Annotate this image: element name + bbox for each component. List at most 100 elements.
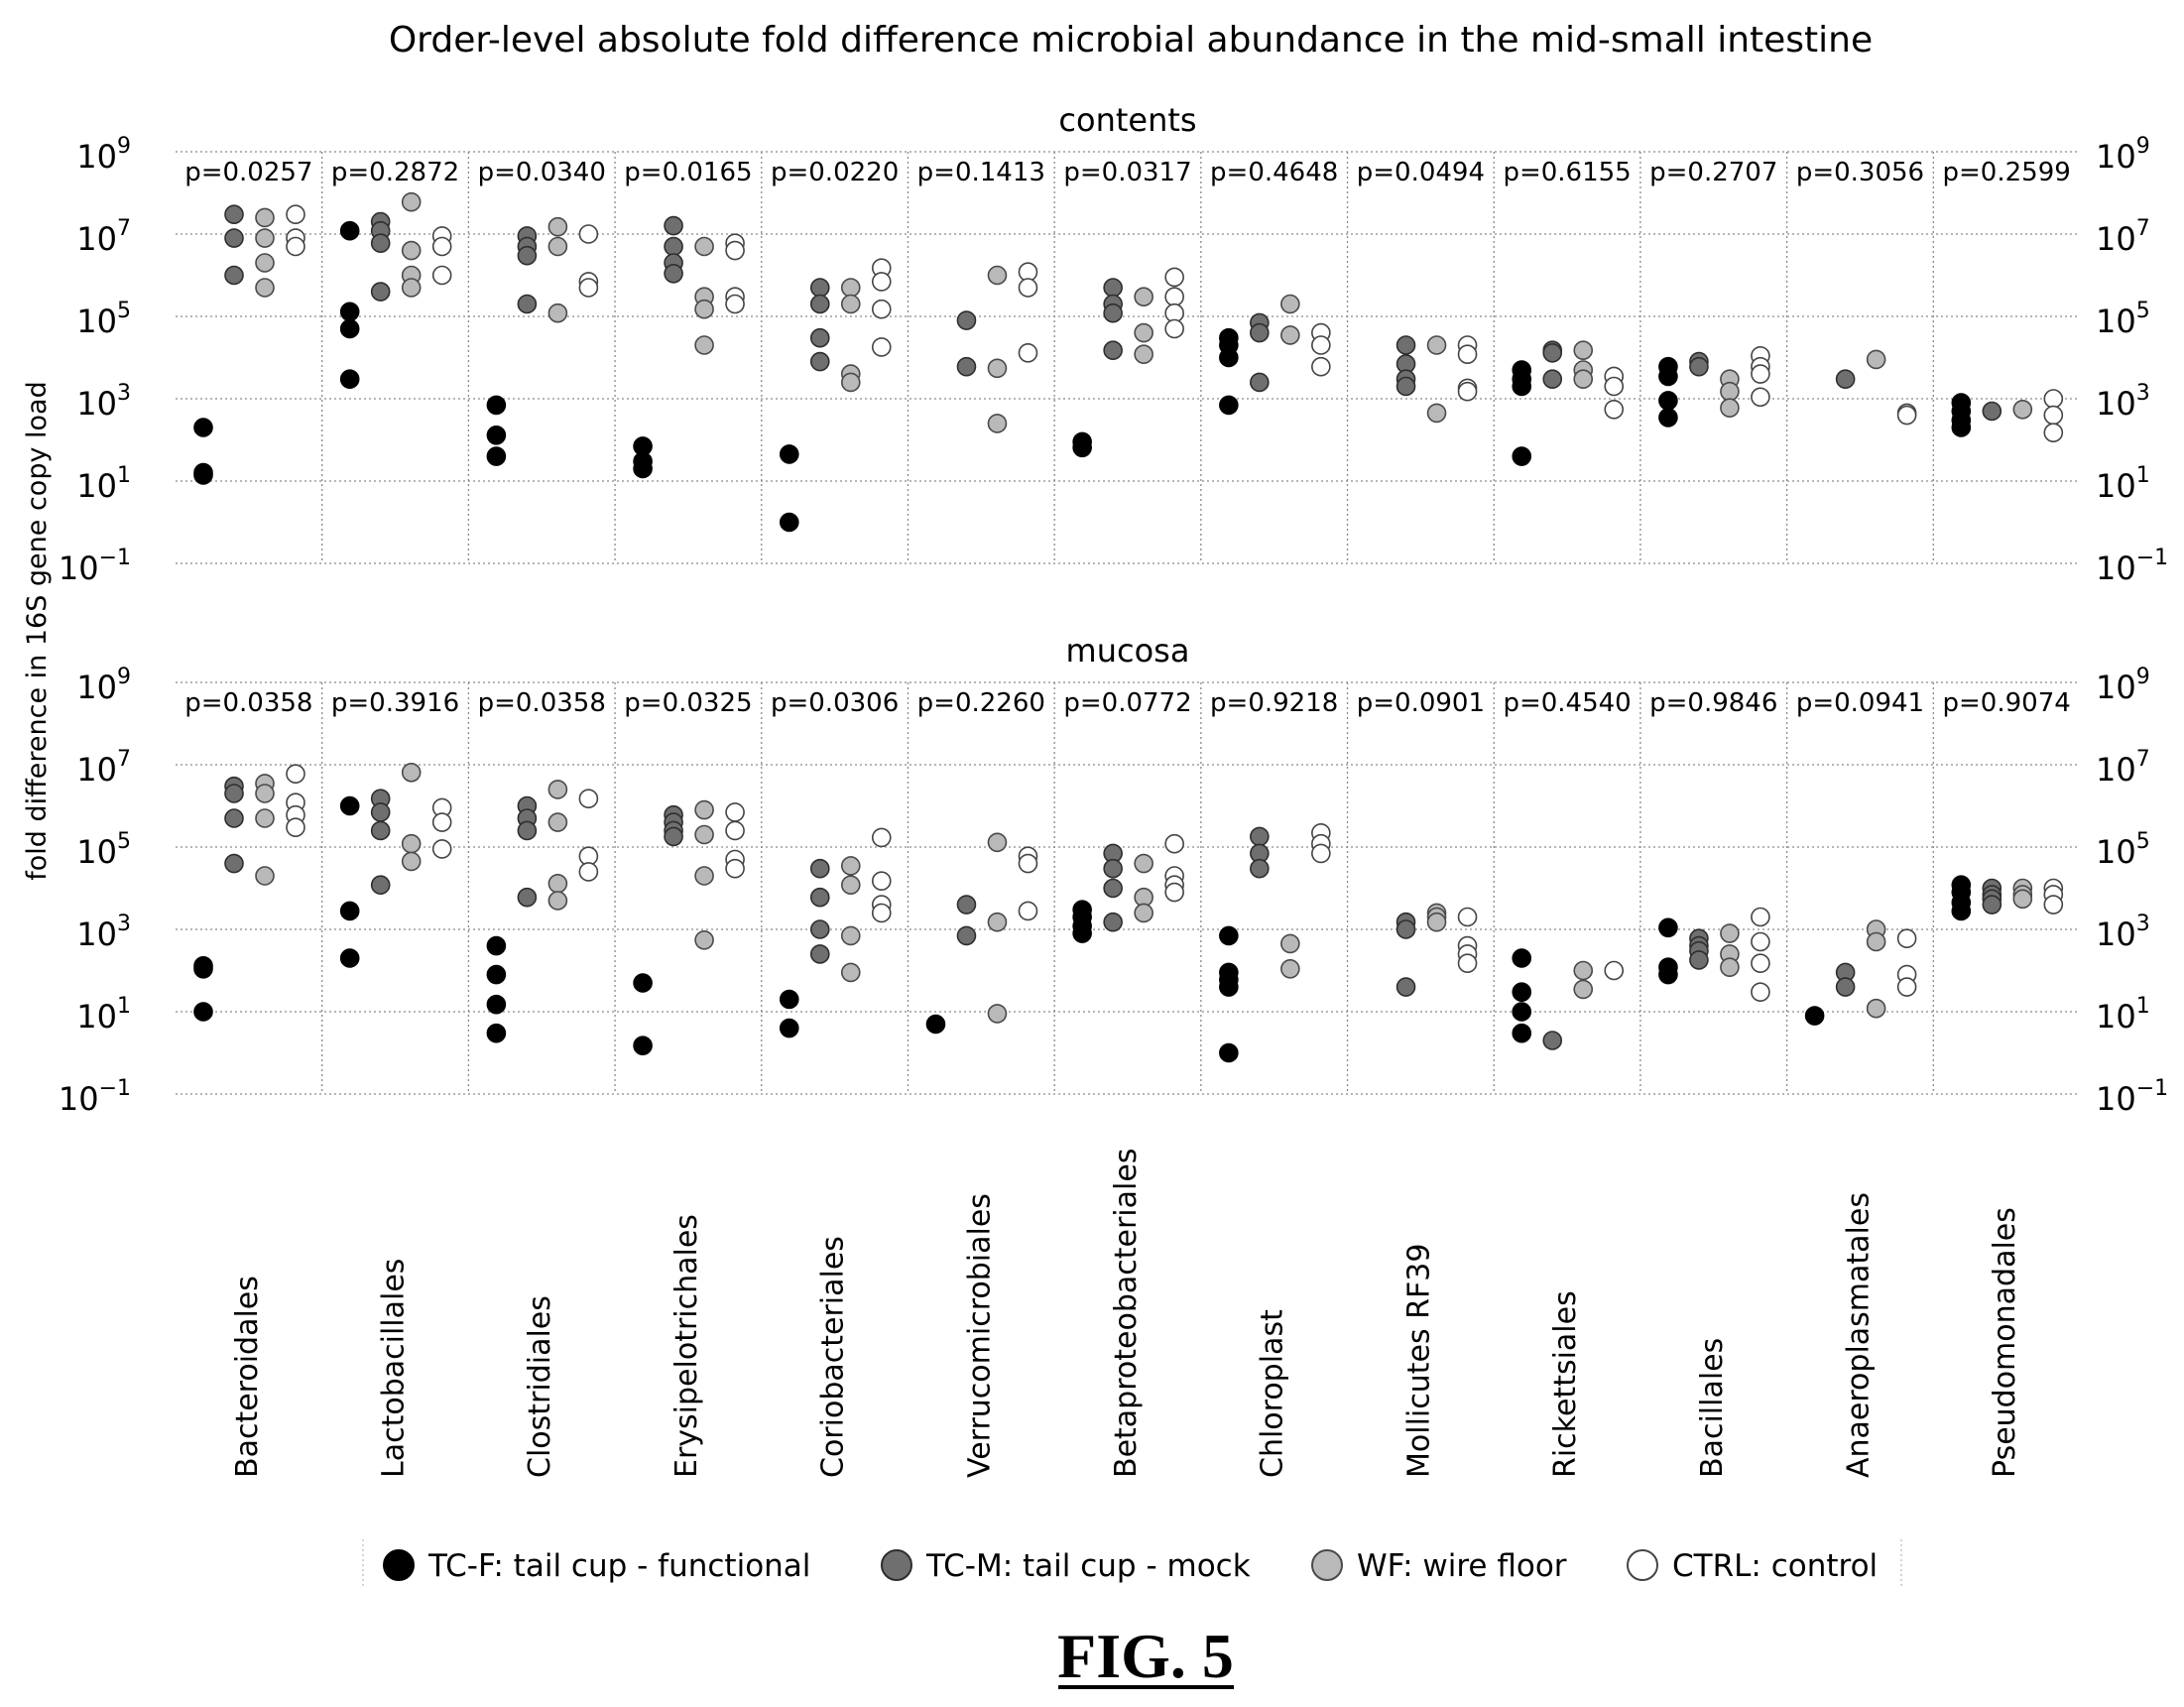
data-point-ctrl xyxy=(1604,960,1625,981)
data-point-wf xyxy=(1280,933,1300,954)
data-point-ctrl xyxy=(2043,423,2064,442)
y-tick-label-left: 107 xyxy=(76,216,131,258)
data-point-ctrl xyxy=(1751,982,1770,1002)
data-point-tcf xyxy=(779,1018,799,1038)
data-point-ctrl xyxy=(871,299,892,319)
data-point-tcf xyxy=(1951,418,1972,437)
p-value-label: p=0.4648 xyxy=(1210,158,1338,187)
data-point-tcm xyxy=(370,802,391,822)
y-tick-label-left: 103 xyxy=(76,381,131,423)
data-point-tcm xyxy=(1542,369,1563,389)
data-point-wf xyxy=(987,832,1008,853)
data-point-tcm xyxy=(664,236,683,257)
legend-marker xyxy=(1627,1549,1658,1581)
data-point-tcm xyxy=(956,310,977,330)
data-point-tcf xyxy=(633,1036,653,1055)
data-point-tcf xyxy=(339,369,360,389)
category-label: Mollicutes RF39 xyxy=(1401,1244,1436,1478)
p-value-label: p=0.3916 xyxy=(331,688,459,718)
legend-label: CTRL: control xyxy=(1672,1548,1878,1584)
data-point-tcm xyxy=(664,263,683,284)
data-point-wf xyxy=(694,824,714,845)
data-point-tcm xyxy=(370,875,391,896)
data-point-wf xyxy=(1720,398,1740,419)
data-point-ctrl xyxy=(2043,389,2064,409)
p-value-label: p=0.6155 xyxy=(1503,158,1631,187)
data-point-tcm xyxy=(1103,912,1123,932)
data-point-tcm xyxy=(1689,950,1709,970)
y-tick-label-right: 10−1 xyxy=(2096,1076,2168,1118)
data-point-ctrl xyxy=(431,236,452,257)
data-point-ctrl xyxy=(871,903,892,923)
y-tick-label-left: 10−1 xyxy=(59,546,131,587)
data-point-tcf xyxy=(779,989,799,1010)
data-point-ctrl xyxy=(871,337,892,357)
data-point-tcf xyxy=(193,418,213,437)
category-label: Clostridiales xyxy=(523,1295,557,1478)
y-tick-label-left: 107 xyxy=(76,747,131,789)
category-label: Coriobacteriales xyxy=(816,1236,851,1478)
data-point-tcm xyxy=(370,282,391,302)
p-value-label: p=0.0358 xyxy=(478,688,606,718)
data-point-tcm xyxy=(1982,895,2002,914)
data-point-tcm xyxy=(664,826,683,847)
data-point-wf xyxy=(694,929,714,950)
data-point-tcm xyxy=(1250,826,1270,847)
data-point-ctrl xyxy=(578,224,599,244)
data-point-ctrl xyxy=(1457,344,1478,365)
data-point-wf xyxy=(255,808,275,828)
y-axis-label: fold difference in 16S gene copy load xyxy=(22,381,53,880)
data-point-wf xyxy=(547,303,568,323)
data-point-tcm xyxy=(956,895,977,914)
y-tick-label-right: 103 xyxy=(2096,912,2150,953)
data-point-ctrl xyxy=(1751,931,1770,952)
data-point-ctrl xyxy=(578,278,599,298)
data-point-ctrl xyxy=(725,858,745,879)
data-point-ctrl xyxy=(1751,907,1770,927)
data-point-wf xyxy=(547,216,568,237)
panel-title: mucosa xyxy=(1066,632,1190,670)
data-point-tcm xyxy=(1103,878,1123,899)
data-point-wf xyxy=(1720,381,1740,402)
p-value-label: p=0.0941 xyxy=(1796,688,1924,718)
data-point-tcf xyxy=(193,958,213,979)
data-point-tcf xyxy=(1658,408,1678,427)
legend-label: TC-M: tail cup - mock xyxy=(925,1548,1251,1584)
data-point-tcf xyxy=(1512,1023,1532,1043)
data-point-ctrl xyxy=(871,871,892,891)
data-point-tcf xyxy=(486,1023,507,1043)
p-value-label: p=0.9218 xyxy=(1210,688,1338,718)
data-point-wf xyxy=(840,372,861,393)
data-point-wf xyxy=(987,358,1008,379)
p-value-label: p=0.2599 xyxy=(1943,158,2071,187)
legend-marker xyxy=(1311,1549,1343,1581)
data-point-tcf xyxy=(1512,982,1532,1002)
y-tick-label-left: 101 xyxy=(76,463,131,505)
data-point-tcf xyxy=(1658,964,1678,985)
data-point-tcm xyxy=(1835,977,1856,997)
data-point-tcm xyxy=(224,784,244,803)
data-point-wf xyxy=(547,891,568,911)
data-point-ctrl xyxy=(1018,278,1038,298)
legend-label: TC-F: tail cup - functional xyxy=(427,1548,810,1584)
category-label: Erysipelotrichales xyxy=(669,1214,704,1478)
data-point-ctrl xyxy=(1751,387,1770,408)
y-tick-label-left: 109 xyxy=(76,665,131,706)
data-point-tcm xyxy=(370,233,391,254)
data-point-tcf xyxy=(1658,917,1678,938)
y-tick-label-left: 10−1 xyxy=(59,1076,131,1118)
data-point-wf xyxy=(1866,931,1886,952)
p-value-label: p=0.2872 xyxy=(331,158,459,187)
data-point-tcm xyxy=(1542,342,1563,363)
data-point-tcm xyxy=(1103,303,1123,323)
data-point-wf xyxy=(987,265,1008,286)
category-label: Lactobacillales xyxy=(377,1259,412,1478)
y-tick-label-right: 103 xyxy=(2096,381,2150,423)
data-point-wf xyxy=(1134,903,1153,923)
data-point-tcf xyxy=(1072,923,1092,943)
data-point-ctrl xyxy=(2043,405,2064,426)
data-point-tcm xyxy=(1250,372,1270,393)
data-point-tcf xyxy=(339,318,360,339)
data-point-wf xyxy=(1134,322,1153,343)
data-point-wf xyxy=(401,240,422,261)
